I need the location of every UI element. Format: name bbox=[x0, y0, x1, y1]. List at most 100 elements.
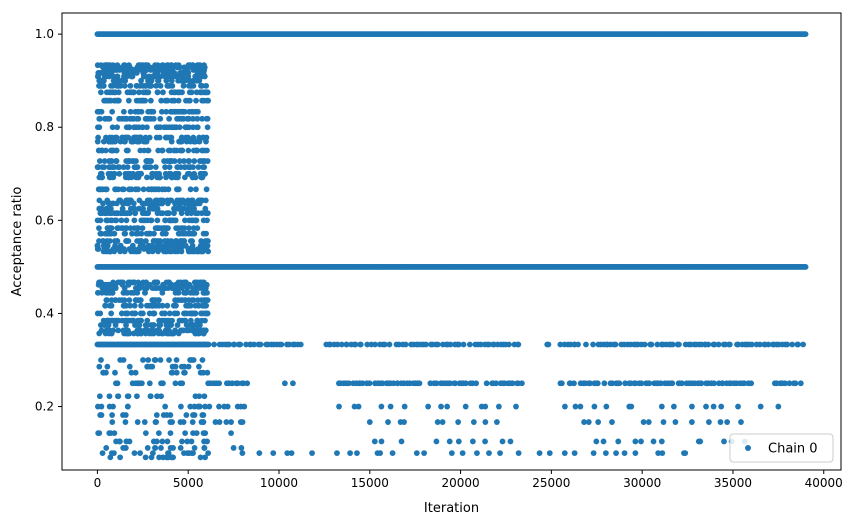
data-point bbox=[123, 217, 130, 224]
data-point bbox=[194, 297, 201, 304]
data-point bbox=[204, 369, 211, 376]
data-point bbox=[194, 115, 201, 122]
data-point bbox=[186, 82, 192, 89]
data-point bbox=[133, 285, 140, 291]
data-point bbox=[109, 124, 116, 131]
data-point bbox=[102, 147, 109, 154]
data-point bbox=[347, 450, 353, 456]
data-point bbox=[168, 77, 175, 84]
data-point bbox=[697, 438, 704, 445]
data-point bbox=[178, 138, 185, 145]
data-point bbox=[172, 289, 179, 296]
data-point bbox=[155, 186, 162, 193]
data-point bbox=[163, 77, 170, 84]
data-point bbox=[127, 302, 133, 309]
data-point bbox=[186, 217, 193, 224]
data-point bbox=[188, 450, 195, 456]
data-point bbox=[193, 97, 199, 104]
data-point bbox=[499, 438, 506, 445]
data-point bbox=[110, 77, 117, 84]
data-point bbox=[200, 217, 207, 224]
data-point bbox=[190, 124, 196, 131]
data-point bbox=[175, 77, 182, 84]
data-point bbox=[109, 108, 116, 115]
data-point bbox=[590, 450, 597, 456]
data-point bbox=[201, 445, 208, 451]
data-point bbox=[718, 403, 725, 410]
data-point bbox=[212, 419, 219, 425]
data-point bbox=[148, 174, 155, 181]
data-point bbox=[126, 297, 133, 304]
data-point bbox=[160, 380, 166, 387]
data-point bbox=[171, 89, 177, 96]
data-point bbox=[182, 317, 189, 324]
data-point bbox=[128, 369, 135, 376]
data-point bbox=[641, 341, 648, 348]
data-point bbox=[460, 341, 467, 348]
data-point bbox=[159, 302, 166, 309]
data-point bbox=[120, 289, 127, 296]
data-point bbox=[112, 89, 119, 96]
data-point bbox=[157, 174, 163, 181]
y-tick-label: 0.2 bbox=[35, 400, 54, 414]
x-tick-label: 20000 bbox=[441, 476, 479, 490]
data-point bbox=[135, 225, 142, 232]
data-point bbox=[126, 186, 133, 193]
data-point bbox=[351, 403, 358, 410]
data-point bbox=[483, 380, 490, 387]
data-point bbox=[309, 450, 315, 456]
data-point bbox=[188, 357, 195, 363]
data-point bbox=[150, 108, 157, 115]
data-point bbox=[216, 380, 223, 387]
data-point bbox=[148, 217, 155, 224]
data-point bbox=[115, 82, 122, 89]
data-point bbox=[180, 115, 187, 122]
data-point bbox=[96, 430, 103, 437]
data-point bbox=[705, 341, 712, 348]
data-point bbox=[101, 158, 108, 164]
data-point bbox=[127, 82, 134, 89]
x-tick-label: 0 bbox=[94, 476, 102, 490]
data-point bbox=[151, 297, 158, 304]
data-point bbox=[229, 380, 236, 387]
data-point bbox=[238, 445, 245, 451]
data-point bbox=[118, 217, 125, 224]
data-point bbox=[288, 450, 295, 456]
data-point bbox=[98, 357, 104, 363]
data-point bbox=[121, 248, 128, 255]
data-point bbox=[131, 217, 138, 224]
data-point bbox=[433, 438, 440, 445]
data-point bbox=[571, 450, 578, 456]
data-point bbox=[169, 174, 176, 181]
data-point bbox=[156, 322, 162, 328]
data-point bbox=[334, 341, 341, 348]
data-point bbox=[159, 317, 165, 324]
data-point bbox=[152, 357, 159, 363]
data-point bbox=[162, 217, 169, 224]
data-point bbox=[137, 82, 144, 89]
data-point bbox=[198, 419, 205, 425]
data-point bbox=[581, 419, 587, 425]
data-point bbox=[462, 403, 469, 410]
data-point bbox=[165, 186, 172, 193]
data-point bbox=[199, 134, 206, 141]
data-point bbox=[124, 200, 131, 207]
data-point bbox=[123, 322, 129, 328]
data-point bbox=[157, 115, 164, 122]
data-point bbox=[386, 341, 393, 348]
data-point bbox=[281, 380, 288, 387]
data-point bbox=[130, 89, 137, 96]
data-point bbox=[142, 430, 149, 437]
data-point bbox=[106, 289, 113, 296]
data-point bbox=[102, 330, 109, 337]
data-point bbox=[102, 302, 109, 309]
data-point bbox=[108, 330, 115, 337]
data-point bbox=[109, 217, 116, 224]
data-point bbox=[138, 302, 144, 309]
data-point bbox=[211, 341, 218, 348]
data-point bbox=[583, 341, 589, 348]
data-point bbox=[154, 393, 160, 400]
x-tick-label: 15000 bbox=[351, 476, 389, 490]
data-point bbox=[416, 380, 423, 387]
data-point bbox=[438, 403, 444, 410]
